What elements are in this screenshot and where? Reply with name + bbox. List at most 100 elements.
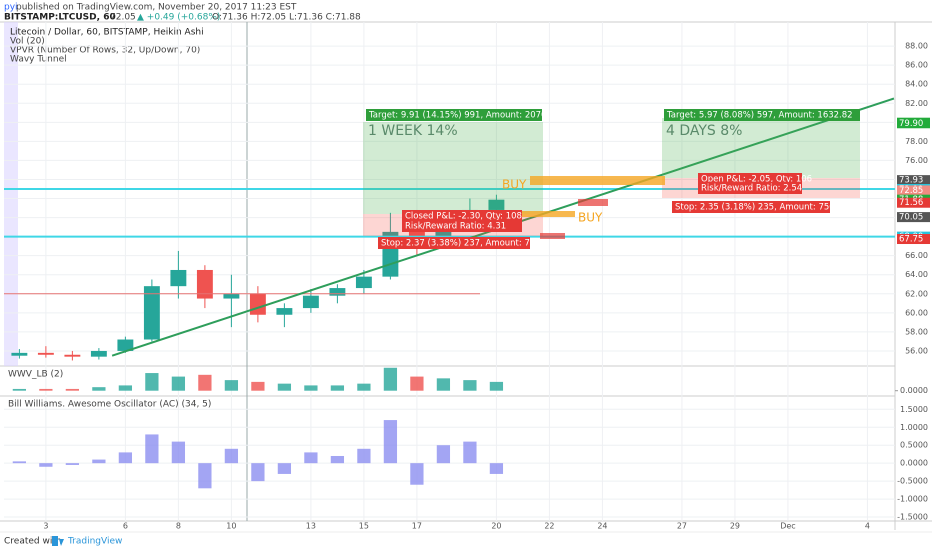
y-tick-label: 78.00 <box>905 137 928 146</box>
buy-label: BUY <box>502 178 527 192</box>
y-tick-label: 86.00 <box>905 61 928 70</box>
y-tick-label: -1.0000 <box>897 495 928 504</box>
buy-label: BUY <box>578 211 603 225</box>
bar <box>145 434 159 464</box>
x-tick-label: Dec <box>780 522 795 531</box>
bar <box>118 452 133 464</box>
annotation-bg <box>366 109 542 121</box>
position-zone <box>510 211 575 217</box>
position-zone <box>530 176 665 185</box>
x-tick-label: 22 <box>544 522 554 531</box>
annotation-bg <box>402 220 522 232</box>
y-tick-label: -0.5000 <box>897 477 928 486</box>
x-tick-label: 10 <box>226 522 236 531</box>
candle-body <box>11 352 28 356</box>
candle-body <box>488 199 505 210</box>
x-tick-label: 15 <box>359 522 369 531</box>
bar <box>251 463 265 482</box>
annotation: Risk/Reward Ratio: 2.54 <box>701 184 802 194</box>
y-tick-label: 0.5000 <box>900 441 928 450</box>
y-tick-label: 1.0000 <box>900 423 928 432</box>
price-label-bg <box>897 234 930 245</box>
candle-body <box>37 352 54 355</box>
change: ▲ +0.49 (+0.68%) <box>137 13 220 23</box>
annotation-bg <box>698 182 802 194</box>
candle-body <box>196 269 213 299</box>
published: published on TradingView.com, November 2… <box>16 3 297 13</box>
legend: Litecoin / Dollar, 60, BITSTAMP, Heikin … <box>10 28 204 65</box>
candle-body <box>302 295 319 309</box>
y-tick-label: 84.00 <box>905 80 928 89</box>
price-label: 73.93 <box>899 176 923 186</box>
bar <box>12 388 26 391</box>
brand[interactable]: TradingView <box>67 537 122 547</box>
annotation: Open P&L: -2.05, Qty: 106 <box>701 175 812 185</box>
candle-body <box>90 350 107 357</box>
y-tick-label: 62.00 <box>905 289 928 298</box>
legend-entry: Wavy Tunnel <box>10 55 67 65</box>
created-with: Created with <box>4 537 62 547</box>
bar <box>171 441 186 464</box>
y-tick-label: 0.0000 <box>900 386 928 395</box>
y-tick-label: -1.5000 <box>897 513 928 522</box>
candle-body <box>170 269 187 287</box>
pane-title: Bill Williams. Awesome Oscillator (AC) (… <box>8 400 211 410</box>
bar <box>330 455 345 464</box>
bar <box>198 374 212 391</box>
bar <box>410 376 424 391</box>
bar <box>92 459 106 464</box>
annotation-bg <box>672 201 830 213</box>
position-zone <box>578 199 608 206</box>
price-label-bg <box>897 118 930 129</box>
x-tick-label: 24 <box>597 522 607 531</box>
position-zone <box>540 233 565 239</box>
bar <box>357 448 371 464</box>
price-label-bg <box>897 185 930 196</box>
price-label: 70.05 <box>899 213 923 223</box>
bar <box>277 463 292 474</box>
y-tick-label: 0.0000 <box>900 459 928 468</box>
annotation: Stop: 2.37 (3.38%) 237, Amount: 751.6 <box>381 239 549 249</box>
y-tick-label: 76.00 <box>905 156 928 165</box>
y-tick-label: 56.00 <box>905 346 928 355</box>
candle-body <box>276 308 293 315</box>
price-label: 79.90 <box>899 119 923 129</box>
annotation-bg <box>402 210 522 222</box>
bar <box>251 381 265 391</box>
annotation-note: 1 WEEK 14% <box>368 123 458 139</box>
y-tick-label: 82.00 <box>905 99 928 108</box>
bar <box>463 441 477 464</box>
bar <box>145 373 159 391</box>
price-label: 71.56 <box>899 198 923 208</box>
bar <box>277 383 292 391</box>
bar <box>39 463 53 467</box>
bar <box>489 381 504 391</box>
symbol: BITSTAMP:LTCUSD, 60 <box>4 13 116 23</box>
bar <box>383 420 398 464</box>
x-tick-label: 27 <box>677 522 687 531</box>
bar <box>39 388 53 391</box>
annotation-bg <box>664 109 860 121</box>
ohlc: O:71.36 H:72.05 L:71.36 C:71.88 <box>212 13 361 23</box>
price-label-bg <box>897 212 930 223</box>
bar <box>198 463 212 489</box>
publisher[interactable]: pyi <box>4 3 18 13</box>
annotation-note: 4 DAYS 8% <box>666 123 742 139</box>
annotation: Target: 5.97 (8.08%) 597, Amount: 1632.8… <box>666 111 853 121</box>
bar <box>118 385 133 391</box>
x-tick-label: 13 <box>306 522 316 531</box>
x-tick-label: 20 <box>491 522 501 531</box>
legend-entry: Vol (20) <box>10 37 45 47</box>
bar <box>171 376 186 391</box>
bar <box>436 378 451 391</box>
x-tick-label: 17 <box>412 522 422 531</box>
logo <box>52 536 64 546</box>
y-tick-label: 64.00 <box>905 270 928 279</box>
candle-body <box>117 339 134 351</box>
legend-entry: Litecoin / Dollar, 60, BITSTAMP, Heikin … <box>10 28 204 38</box>
y-tick-label: 58.00 <box>905 327 928 336</box>
bar <box>224 448 239 464</box>
price-label-bg <box>897 175 930 186</box>
